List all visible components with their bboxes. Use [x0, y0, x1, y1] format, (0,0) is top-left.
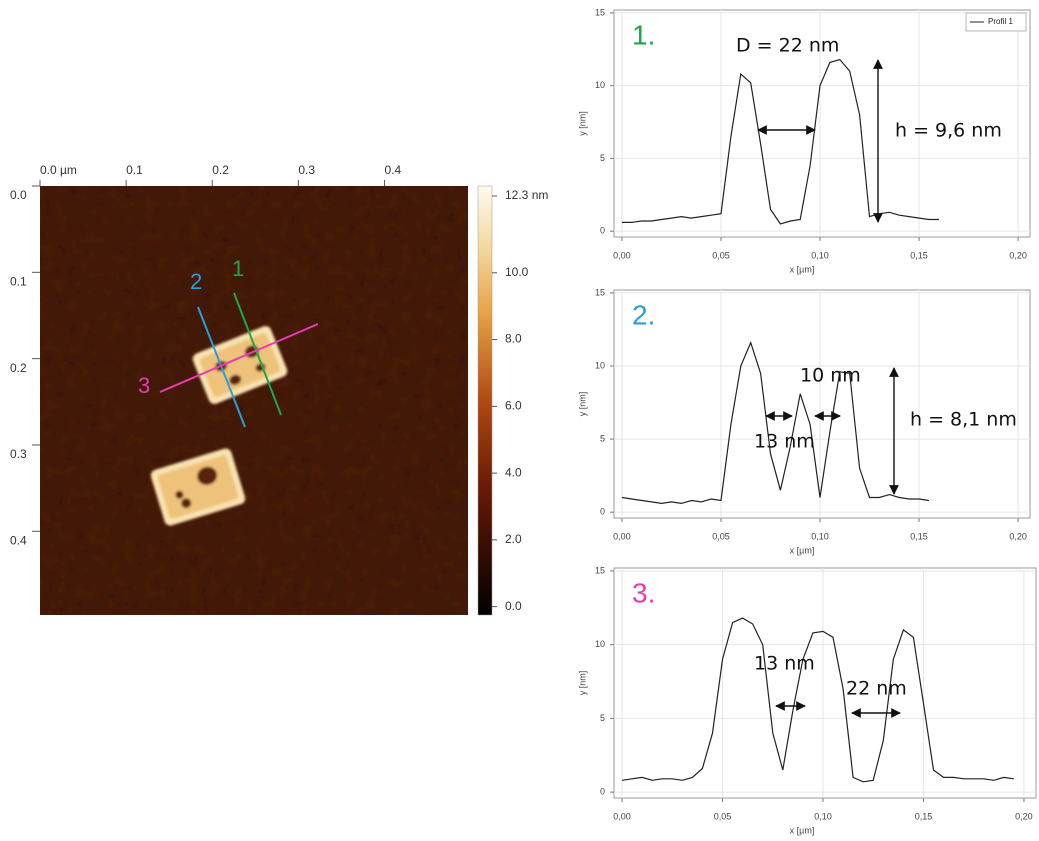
- colorbar-tick-label: 2.0: [505, 532, 522, 546]
- y-tick-label: 0: [600, 786, 605, 796]
- y-tick-label: 15: [595, 7, 605, 17]
- y-axis-label: y [nm]: [577, 392, 587, 417]
- colorbar-tick-label: 6.0: [505, 399, 522, 413]
- panel-title: 1.: [632, 19, 655, 50]
- structure-hole: [181, 498, 192, 509]
- profile-label: 3: [138, 373, 150, 398]
- profile-line: [621, 58, 939, 225]
- y-tick-label: 0.0: [10, 188, 27, 202]
- colorbar-tick-label: 12.3 nm: [505, 188, 548, 202]
- x-tick-label: 0,15: [915, 811, 933, 821]
- legend-box: [965, 12, 1027, 32]
- x-tick-label: 0,15: [910, 250, 928, 260]
- y-tick-label: 0.1: [10, 274, 27, 288]
- x-tick-label: 0.3: [298, 163, 315, 177]
- panel-title: 2.: [632, 299, 655, 330]
- y-tick-label: 5: [600, 713, 605, 723]
- x-tick-label: 0,20: [1009, 531, 1027, 541]
- structure-inner: [157, 455, 239, 519]
- plot-area: [613, 567, 1037, 799]
- plot-area: [613, 289, 1031, 519]
- colorbar-tick-label: 4.0: [505, 465, 522, 479]
- y-axis-label: y [nm]: [577, 671, 587, 696]
- y-tick-label: 5: [600, 153, 605, 163]
- annotation: 22 nm: [846, 678, 907, 700]
- x-tick-label: 0,20: [1009, 250, 1027, 260]
- y-tick-label: 0.2: [10, 361, 27, 375]
- profile-line: [233, 292, 282, 416]
- panel-title: 3.: [632, 577, 655, 608]
- annotation: 10 nm: [800, 365, 861, 387]
- colorbar-tick-label: 8.0: [505, 332, 522, 346]
- y-tick-label: 10: [595, 360, 605, 370]
- x-tick-label: 0.2: [212, 163, 229, 177]
- x-axis-label: x [µm]: [790, 825, 815, 835]
- x-tick-label: 0,00: [613, 811, 631, 821]
- y-tick-label: 15: [595, 287, 605, 297]
- y-axis-label: y [nm]: [577, 111, 587, 136]
- profile-line: [621, 617, 1014, 783]
- x-tick-label: 0,15: [910, 531, 928, 541]
- x-tick-label: 0,20: [1015, 811, 1033, 821]
- colorbar-tick-label: 10.0: [505, 265, 529, 279]
- structure-hole: [175, 490, 184, 499]
- x-tick-label: 0.4: [384, 163, 401, 177]
- profile-line: [197, 306, 246, 428]
- y-tick-label: 10: [595, 639, 605, 649]
- profile-line: [621, 340, 930, 505]
- x-axis-label: x [µm]: [790, 264, 815, 274]
- x-tick-label: 0,00: [613, 531, 631, 541]
- y-tick-label: 10: [595, 80, 605, 90]
- legend-label: Profil 1: [988, 17, 1013, 26]
- x-tick-label: 0.0 µm: [40, 163, 77, 177]
- annotation: 13 nm: [754, 431, 815, 453]
- annotation: h = 9,6 nm: [895, 120, 1002, 142]
- profile-line: [159, 323, 319, 393]
- x-tick-label: 0,10: [814, 811, 832, 821]
- structure-hole: [229, 374, 242, 386]
- profile-label: 2: [190, 269, 202, 294]
- x-tick-label: 0,10: [811, 250, 829, 260]
- afm-texture: [40, 186, 468, 615]
- annotation: h = 8,1 nm: [910, 409, 1017, 431]
- x-axis-label: x [µm]: [790, 545, 815, 555]
- annotation: D = 22 nm: [736, 35, 839, 57]
- structure: [150, 448, 246, 526]
- y-tick-label: 0: [600, 507, 605, 517]
- annotation: 13 nm: [754, 653, 815, 675]
- structure-hole: [197, 466, 218, 485]
- x-tick-label: 0,05: [712, 250, 730, 260]
- y-tick-label: 5: [600, 433, 605, 443]
- plot-area: [613, 9, 1031, 238]
- y-tick-label: 0.3: [10, 447, 27, 461]
- y-tick-label: 15: [595, 565, 605, 575]
- x-tick-label: 0,00: [613, 250, 631, 260]
- x-tick-label: 0.1: [126, 163, 143, 177]
- y-tick-label: 0.4: [10, 533, 27, 547]
- y-tick-label: 0: [600, 226, 605, 236]
- colorbar-tick-label: 0.0: [505, 599, 522, 613]
- x-tick-label: 0,10: [811, 531, 829, 541]
- profile-label: 1: [232, 256, 244, 281]
- colorbar: [477, 185, 493, 616]
- x-tick-label: 0,05: [712, 531, 730, 541]
- x-tick-label: 0,05: [714, 811, 732, 821]
